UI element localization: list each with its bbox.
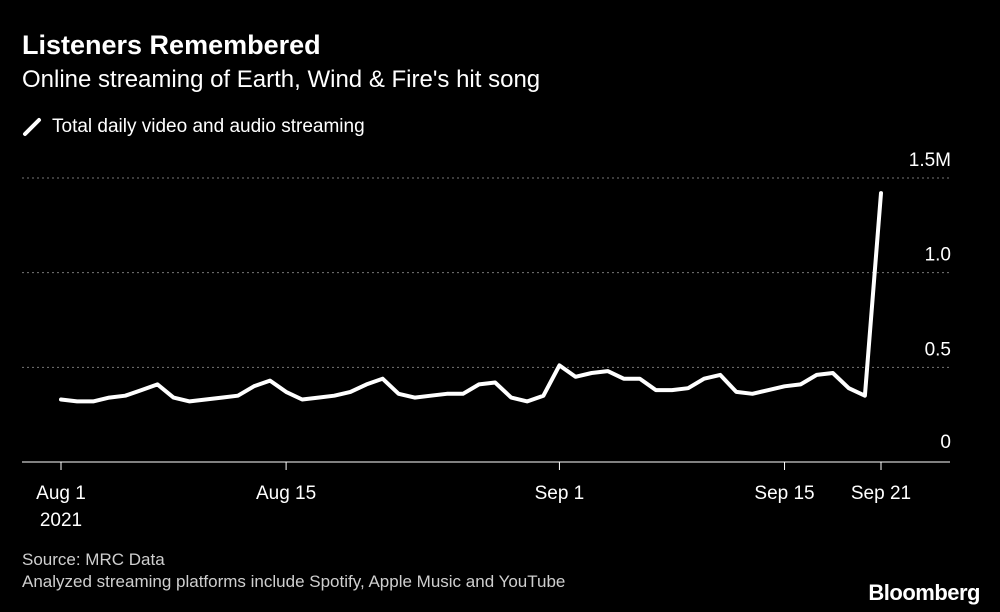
- grid-lines: [22, 177, 950, 368]
- x-axis: [22, 461, 950, 470]
- x-axis-labels: Aug 1 2021 Aug 15 Sep 1 Sep 15 Sep 21: [36, 483, 911, 531]
- chart-title: Listeners Remembered: [22, 30, 321, 60]
- x-tick-label: Aug 1: [36, 483, 86, 504]
- series-line-0: [59, 191, 883, 404]
- legend-label: Total daily video and audio streaming: [52, 116, 365, 137]
- pencil-icon: [22, 117, 42, 137]
- y-tick-label: 1.5M: [909, 150, 951, 171]
- chart-subtitle: Online streaming of Earth, Wind & Fire's…: [22, 66, 541, 93]
- source-note: Source: MRC Data: [22, 550, 165, 569]
- y-tick-label: 0: [940, 432, 951, 453]
- y-tick-label: 0.5: [925, 339, 951, 360]
- x-tick-label: Sep 21: [851, 483, 911, 504]
- y-axis-labels: 0 0.5 1.0 1.5M: [909, 150, 951, 453]
- x-tick-label: Aug 15: [256, 483, 316, 504]
- platforms-note: Analyzed streaming platforms include Spo…: [22, 572, 566, 591]
- x-tick-label: Sep 1: [535, 483, 585, 504]
- y-tick-label: 1.0: [925, 245, 951, 266]
- x-tick-sublabel: 2021: [40, 510, 82, 531]
- series: [59, 191, 883, 404]
- footer: Source: MRC Data Analyzed streaming plat…: [22, 549, 565, 593]
- bloomberg-logo: Bloomberg: [868, 580, 980, 605]
- legend: Total daily video and audio streaming: [22, 116, 365, 138]
- x-tick-label: Sep 15: [754, 483, 814, 504]
